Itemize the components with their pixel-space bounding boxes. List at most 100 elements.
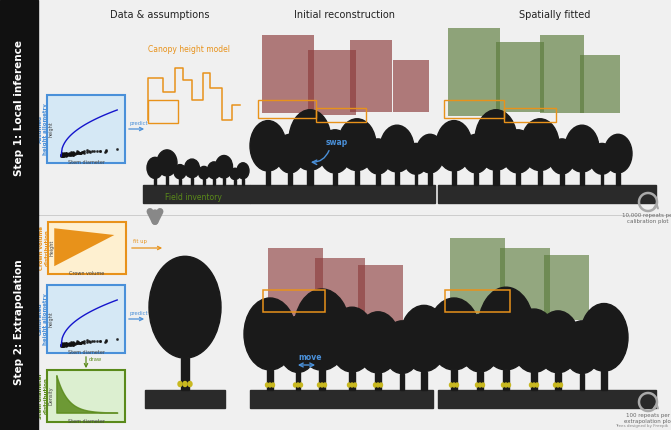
Bar: [556, 373, 561, 390]
Point: [79, 338, 89, 345]
Bar: [263, 290, 325, 312]
Point: [65, 341, 76, 348]
Ellipse shape: [348, 383, 350, 387]
Ellipse shape: [478, 383, 482, 387]
Point: [99, 339, 110, 346]
Bar: [250, 390, 433, 408]
Bar: [400, 374, 405, 390]
Point: [61, 152, 72, 159]
Ellipse shape: [329, 307, 375, 372]
Point: [101, 147, 112, 154]
Point: [72, 340, 83, 347]
Point: [58, 341, 68, 348]
Bar: [601, 371, 607, 390]
Text: 10,000 repeats per
calibration plot: 10,000 repeats per calibration plot: [621, 213, 671, 224]
Bar: [315, 258, 365, 326]
Point: [60, 151, 70, 158]
Point: [62, 150, 72, 157]
Ellipse shape: [188, 381, 192, 387]
Bar: [268, 248, 323, 323]
Point: [77, 339, 88, 346]
Point: [84, 147, 95, 154]
Point: [58, 341, 69, 348]
Ellipse shape: [250, 120, 286, 171]
Point: [74, 150, 85, 157]
Point: [63, 340, 74, 347]
Bar: [145, 390, 225, 408]
Point: [68, 149, 79, 156]
Text: Crown volume: Crown volume: [69, 271, 105, 276]
Bar: [544, 255, 589, 320]
Point: [61, 150, 72, 157]
Bar: [333, 173, 337, 185]
Point: [58, 151, 69, 158]
Ellipse shape: [565, 125, 599, 172]
Point: [61, 150, 72, 157]
Point: [61, 342, 72, 349]
Point: [68, 151, 79, 158]
Point: [56, 152, 66, 159]
Point: [66, 340, 76, 347]
Point: [72, 149, 83, 156]
Bar: [474, 173, 478, 185]
Text: Field inventory: Field inventory: [165, 193, 222, 202]
Point: [62, 341, 72, 348]
Bar: [503, 370, 509, 390]
Ellipse shape: [507, 383, 511, 387]
Point: [76, 149, 87, 156]
Point: [69, 150, 80, 157]
Bar: [580, 172, 584, 185]
Point: [57, 341, 68, 348]
Point: [58, 152, 69, 159]
Point: [60, 341, 70, 348]
Ellipse shape: [404, 144, 428, 174]
Point: [79, 339, 89, 346]
Point: [56, 152, 67, 159]
Bar: [560, 174, 564, 185]
Point: [64, 151, 75, 158]
Point: [58, 151, 69, 158]
Bar: [448, 28, 500, 116]
Point: [57, 342, 68, 349]
Point: [56, 151, 67, 158]
Point: [89, 338, 99, 345]
Point: [112, 336, 123, 343]
Point: [78, 338, 89, 345]
Point: [61, 152, 72, 159]
Point: [72, 149, 83, 156]
Bar: [223, 178, 225, 185]
Point: [72, 149, 83, 156]
Bar: [349, 372, 355, 390]
Text: Data & assumptions: Data & assumptions: [110, 10, 210, 20]
Ellipse shape: [293, 383, 297, 387]
Bar: [262, 35, 314, 113]
Text: fit up: fit up: [133, 239, 147, 244]
Point: [58, 151, 69, 158]
Ellipse shape: [183, 381, 187, 387]
Ellipse shape: [350, 383, 354, 387]
Point: [60, 342, 71, 349]
Point: [81, 147, 92, 154]
Point: [56, 341, 66, 348]
Text: draw: draw: [89, 357, 102, 362]
Bar: [296, 372, 301, 390]
Bar: [307, 170, 313, 185]
Bar: [250, 185, 435, 203]
Point: [58, 150, 69, 157]
Text: height: height: [48, 311, 54, 327]
Point: [66, 339, 76, 346]
Point: [60, 341, 71, 348]
Bar: [242, 179, 244, 185]
Point: [58, 151, 68, 158]
Point: [94, 338, 105, 344]
Ellipse shape: [383, 321, 421, 374]
Ellipse shape: [505, 383, 507, 387]
Ellipse shape: [294, 289, 350, 370]
Point: [56, 342, 67, 349]
Polygon shape: [54, 228, 114, 266]
Ellipse shape: [556, 383, 560, 387]
Bar: [143, 185, 250, 203]
Text: Spatially fitted: Spatially fitted: [519, 10, 590, 20]
Point: [60, 152, 71, 159]
Bar: [451, 370, 457, 390]
